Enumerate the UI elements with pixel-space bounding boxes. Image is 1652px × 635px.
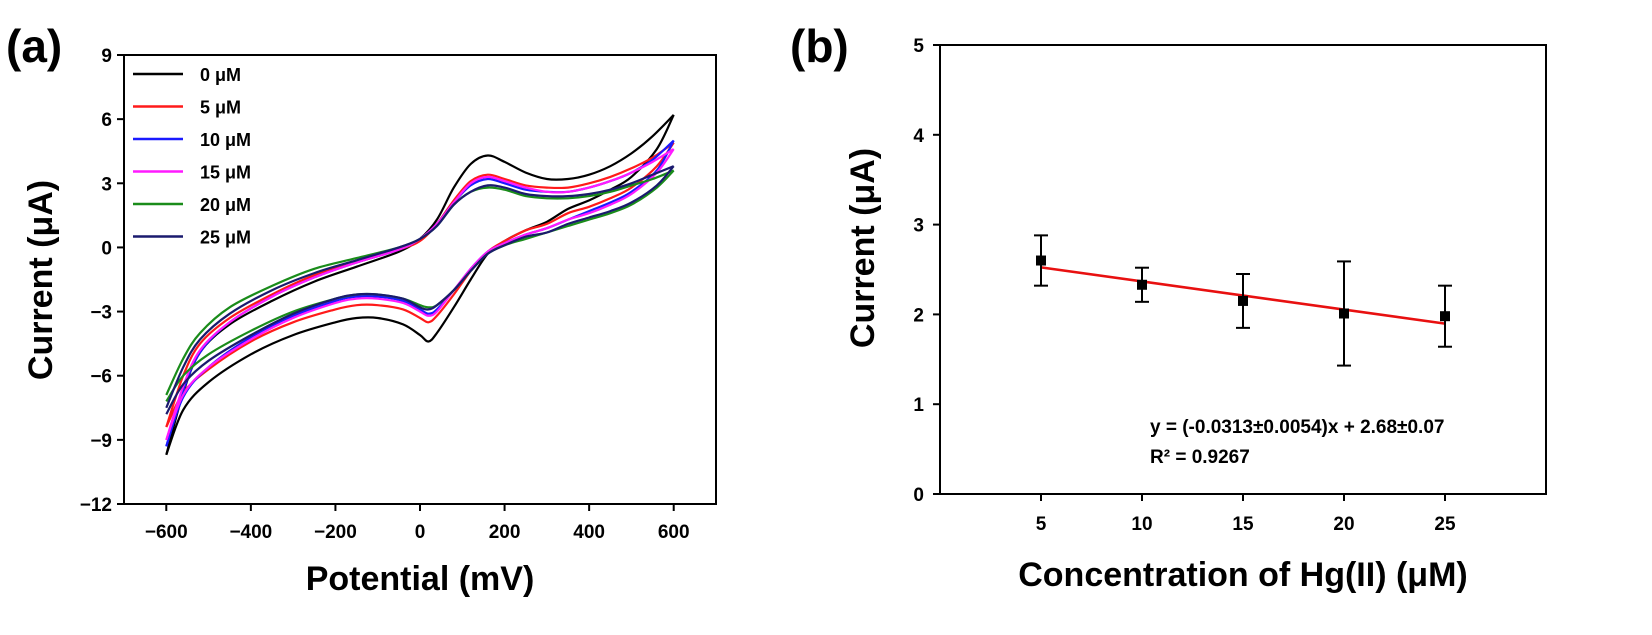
y-tick-label: −3 — [90, 303, 112, 324]
panel-b-y-axis: 0 1 2 3 4 5 — [913, 36, 940, 506]
panel-a-label: (a) — [6, 20, 62, 72]
y-tick-label: −12 — [80, 495, 112, 516]
cv-forward-scan-3 — [165, 148, 675, 441]
legend-entry: 25 μM — [133, 228, 251, 248]
y-tick-label: 5 — [913, 36, 924, 57]
x-tick-label: 200 — [489, 522, 521, 543]
cv-reverse-scan-5 — [165, 165, 675, 415]
x-tick-label: 25 — [1434, 514, 1456, 535]
data-point-group — [1236, 272, 1250, 329]
x-tick-label: 10 — [1131, 514, 1152, 535]
panel-a-curves — [165, 114, 675, 456]
y-tick-label: 0 — [101, 238, 112, 259]
legend-label: 5 μM — [200, 98, 241, 118]
panel-b-linear-fit-chart: (b) 5 10 15 20 25 0 1 2 3 4 5 y = (-0.0313±0.0054… — [790, 20, 1547, 594]
cv-reverse-scan-1 — [165, 142, 675, 428]
fit-r-squared: R² = 0.9267 — [1150, 447, 1250, 468]
y-tick-label: −6 — [90, 367, 112, 388]
data-point-group — [1034, 234, 1048, 287]
panel-b-label: (b) — [790, 20, 849, 72]
y-tick-label: 3 — [913, 216, 924, 237]
cv-forward-scan-1 — [165, 141, 675, 428]
x-tick-label: 600 — [658, 522, 690, 543]
y-tick-label: 0 — [913, 485, 924, 506]
x-tick-label: −200 — [314, 522, 357, 543]
panel-a-y-axis-title: Current (μA) — [22, 180, 60, 380]
panel-b-points-layer — [1034, 234, 1452, 367]
legend-entry: 5 μM — [133, 98, 241, 118]
data-point — [1339, 308, 1349, 319]
legend-label: 0 μM — [200, 65, 241, 85]
legend-entry: 20 μM — [133, 195, 251, 215]
cv-forward-scan-0 — [165, 114, 675, 456]
cv-series-3 — [165, 148, 675, 441]
panel-a-legend: 0 μM 5 μM 10 μM 15 μM 20 μM 25 μM — [133, 65, 251, 248]
x-tick-label: 15 — [1232, 514, 1254, 535]
y-tick-label: 2 — [913, 305, 924, 326]
legend-label: 25 μM — [200, 228, 251, 248]
cv-reverse-scan-3 — [165, 148, 675, 441]
x-tick-label: −400 — [229, 522, 272, 543]
panel-b-y-axis-title: Current (μA) — [844, 148, 882, 348]
panel-a-plot-frame — [123, 54, 717, 505]
y-tick-label: 9 — [101, 46, 112, 67]
cv-series-0 — [165, 114, 675, 456]
panel-a-y-axis: −12 −9 −6 −3 0 3 6 9 — [80, 46, 124, 516]
panel-a-cv-chart: (a) −600 −400 −200 0 200 400 600 −12 −9 −6 −3 0 3 6 9… — [6, 20, 717, 598]
data-point — [1137, 279, 1147, 290]
y-tick-label: 6 — [101, 110, 112, 131]
legend-label: 20 μM — [200, 195, 251, 215]
panel-a-x-axis-title: Potential (mV) — [306, 560, 535, 598]
data-point-group — [1135, 266, 1149, 303]
cv-series-1 — [165, 141, 675, 428]
y-tick-label: 1 — [913, 395, 924, 416]
panel-a-x-axis: −600 −400 −200 0 200 400 600 — [145, 504, 690, 543]
data-point — [1440, 311, 1450, 322]
legend-entry: 15 μM — [133, 163, 251, 183]
x-tick-label: 400 — [573, 522, 605, 543]
data-point-group — [1438, 284, 1452, 348]
data-point — [1036, 255, 1046, 266]
legend-entry: 0 μM — [133, 65, 241, 85]
x-tick-label: 0 — [415, 522, 426, 543]
x-tick-label: −600 — [145, 522, 188, 543]
x-tick-label: 20 — [1333, 514, 1354, 535]
y-tick-label: 4 — [913, 126, 924, 147]
data-point-group — [1337, 260, 1351, 367]
cv-forward-scan-5 — [165, 165, 675, 409]
x-tick-label: 5 — [1036, 514, 1047, 535]
legend-entry: 10 μM — [133, 130, 251, 150]
cv-series-5 — [165, 165, 675, 415]
y-tick-label: 3 — [101, 174, 112, 195]
cv-reverse-scan-0 — [165, 114, 675, 456]
panel-b-x-axis: 5 10 15 20 25 — [1036, 494, 1456, 535]
panel-b-x-axis-title: Concentration of Hg(II) (μM) — [1018, 556, 1468, 594]
y-tick-label: −9 — [90, 431, 112, 452]
legend-label: 15 μM — [200, 163, 251, 183]
data-point — [1238, 295, 1248, 306]
fit-equation: y = (-0.0313±0.0054)x + 2.68±0.07 — [1150, 417, 1444, 438]
legend-label: 10 μM — [200, 130, 251, 150]
